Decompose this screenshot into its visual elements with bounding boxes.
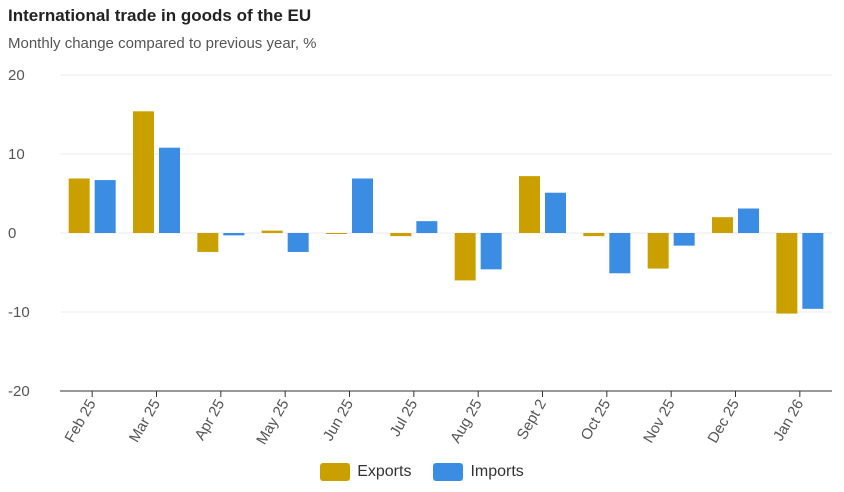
bar-imports-nov-25[interactable] xyxy=(673,233,695,246)
bars xyxy=(68,111,824,314)
bar-exports-apr-25[interactable] xyxy=(197,233,219,252)
x-tick-label: May 25 xyxy=(253,397,292,448)
exports-swatch xyxy=(320,463,351,481)
x-tick-label: Sept 2 xyxy=(514,397,550,443)
x-tick-label: Feb 25 xyxy=(62,397,100,446)
bar-exports-oct-25[interactable] xyxy=(583,233,605,237)
x-tick-label: Nov 25 xyxy=(640,397,678,447)
y-tick-label: -20 xyxy=(8,383,30,400)
bar-imports-sept-2[interactable] xyxy=(545,192,566,233)
gridlines xyxy=(60,74,832,392)
legend-label-exports: Exports xyxy=(357,463,412,480)
x-tick-label: Mar 25 xyxy=(126,397,164,446)
y-tick-label: 20 xyxy=(8,67,25,84)
bar-imports-feb-25[interactable] xyxy=(94,180,116,233)
bar-imports-jan-26[interactable] xyxy=(802,233,824,309)
bar-exports-may-25[interactable] xyxy=(261,230,283,233)
bar-exports-aug-25[interactable] xyxy=(454,233,476,281)
x-tick-label: Jan 26 xyxy=(770,397,807,445)
bar-imports-dec-25[interactable] xyxy=(738,208,759,233)
y-tick-label: 0 xyxy=(8,225,16,242)
legend-item-imports[interactable]: Imports xyxy=(433,463,524,481)
bar-exports-sept-2[interactable] xyxy=(519,176,540,233)
y-tick-label: -10 xyxy=(8,304,30,321)
bar-imports-aug-25[interactable] xyxy=(480,233,502,270)
bar-exports-jul-25[interactable] xyxy=(390,233,412,237)
x-tick-label: Jul 25 xyxy=(387,397,422,440)
x-tick-label: Jun 25 xyxy=(320,397,357,445)
bar-imports-mar-25[interactable] xyxy=(159,147,180,233)
y-axis: 20 10 0 -10 -20 xyxy=(8,67,30,400)
bar-imports-apr-25[interactable] xyxy=(223,233,245,236)
bar-exports-nov-25[interactable] xyxy=(647,233,669,269)
chart-title: International trade in goods of the EU xyxy=(8,6,312,25)
legend: Exports Imports xyxy=(0,463,844,481)
bar-exports-mar-25[interactable] xyxy=(133,111,154,233)
bar-exports-jun-25[interactable] xyxy=(326,233,347,234)
bar-chart: 20 10 0 -10 -20 Feb 25 Mar 25 Apr 25 May 25 Jun … xyxy=(8,67,832,448)
bar-exports-jan-26[interactable] xyxy=(776,233,798,314)
bar-imports-jun-25[interactable] xyxy=(352,178,373,233)
bar-imports-jul-25[interactable] xyxy=(416,221,438,233)
legend-item-exports[interactable]: Exports xyxy=(320,463,411,481)
x-axis: Feb 25 Mar 25 Apr 25 May 25 Jun 25 Jul 25 Aug … xyxy=(62,391,807,448)
legend-label-imports: Imports xyxy=(470,463,524,480)
x-tick-label: Aug 25 xyxy=(447,396,485,446)
chart-subtitle: Monthly change compared to previous year… xyxy=(8,35,317,52)
x-tick-label: Dec 25 xyxy=(704,397,742,447)
x-tick-label: Apr 25 xyxy=(191,397,228,444)
x-tick-label: Oct 25 xyxy=(577,397,614,444)
y-tick-label: 10 xyxy=(8,146,25,163)
bar-exports-dec-25[interactable] xyxy=(712,217,733,233)
imports-swatch xyxy=(433,463,464,481)
bar-imports-oct-25[interactable] xyxy=(609,233,631,274)
bar-exports-feb-25[interactable] xyxy=(68,178,90,233)
bar-imports-may-25[interactable] xyxy=(287,233,309,252)
